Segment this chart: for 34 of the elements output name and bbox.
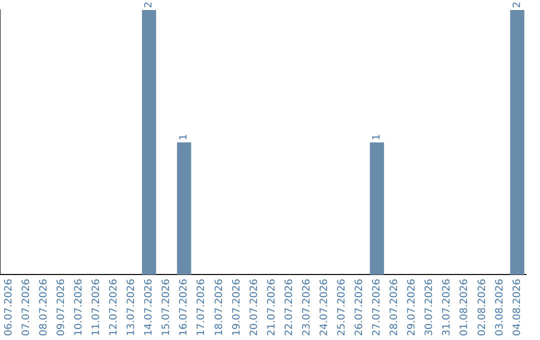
x-tick-label: 26.07.2026 bbox=[354, 278, 366, 336]
x-tick-label: 31.07.2026 bbox=[442, 278, 453, 336]
x-tick-label: 07.07.2026 bbox=[20, 278, 32, 336]
data-label: 1 bbox=[372, 134, 383, 140]
x-tick-label: 25.07.2026 bbox=[336, 278, 348, 336]
x-tick-label: 11.07.2026 bbox=[91, 278, 102, 336]
x-tick-label: 15.07.2026 bbox=[161, 278, 172, 336]
x-tick-label: 08.07.2026 bbox=[38, 278, 50, 336]
x-tick-label: 21.07.2026 bbox=[266, 278, 278, 336]
x-tick-label: 06.07.2026 bbox=[3, 278, 14, 336]
x-tick-label: 10.07.2026 bbox=[73, 278, 84, 336]
x-tick-label: 22.07.2026 bbox=[284, 278, 295, 336]
x-tick-label: 03.08.2026 bbox=[494, 278, 506, 336]
data-label: 2 bbox=[144, 2, 155, 8]
x-tick-label: 02.08.2026 bbox=[476, 278, 488, 336]
x-tick-label: 27.07.2026 bbox=[372, 278, 383, 336]
x-tick-label: 29.07.2026 bbox=[406, 278, 418, 336]
x-tick-label: 17.07.2026 bbox=[196, 278, 208, 336]
x-tick-label: 19.07.2026 bbox=[231, 278, 242, 336]
x-tick-label: 09.07.2026 bbox=[56, 278, 67, 336]
x-tick-label: 30.07.2026 bbox=[424, 278, 436, 336]
x-tick-label: 20.07.2026 bbox=[248, 278, 260, 336]
x-tick-label: 12.07.2026 bbox=[108, 278, 120, 336]
x-tick-label: 23.07.2026 bbox=[301, 278, 312, 336]
data-label: 2 bbox=[512, 2, 523, 8]
x-tick-label: 13.07.2026 bbox=[126, 278, 138, 336]
x-tick-label: 16.07.2026 bbox=[178, 278, 190, 336]
x-tick-label: 24.07.2026 bbox=[318, 278, 330, 336]
x-tick-label: 18.07.2026 bbox=[214, 278, 225, 336]
x-tick-label: 14.07.2026 bbox=[144, 278, 155, 336]
x-tick-label: 04.08.2026 bbox=[512, 278, 523, 336]
x-tick-label: 01.08.2026 bbox=[459, 278, 470, 336]
data-label: 1 bbox=[178, 134, 190, 140]
x-tick-label: 28.07.2026 bbox=[389, 278, 400, 336]
